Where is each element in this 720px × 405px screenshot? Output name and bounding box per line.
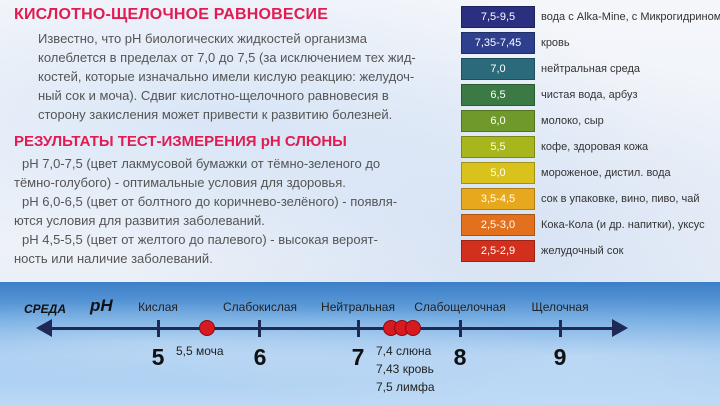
result-line: рН 6,0-6,5 (цвет от болтного до коричнев… bbox=[22, 194, 398, 209]
intro-line: сторону закисления может привести к разв… bbox=[38, 107, 393, 122]
ph-cell: 2,5-2,9 bbox=[461, 240, 535, 262]
category-weak-alkaline: Слабощелочная bbox=[414, 300, 506, 314]
result-line: рН 7,0-7,5 (цвет лакмусовой бумажки от т… bbox=[22, 156, 381, 171]
ph-number-7: 7 bbox=[351, 344, 365, 370]
intro-line: Известно, что рН биологических жидкостей… bbox=[38, 31, 367, 46]
intro-line: колеблется в пределах от 7,0 до 7,5 (за … bbox=[38, 50, 416, 65]
ph-row: 7,5-9,5 вода с Alka-Mine, с Микрогидрино… bbox=[461, 6, 720, 28]
category-neutral: Нейтральная bbox=[321, 300, 395, 314]
ph-desc: молоко, сыр bbox=[541, 115, 604, 127]
category-acidic: Кислая bbox=[138, 300, 178, 314]
category-alkaline: Щелочная bbox=[531, 300, 589, 314]
tick-8 bbox=[459, 320, 462, 337]
tick-6 bbox=[258, 320, 261, 337]
ph-number-8: 8 bbox=[453, 344, 467, 370]
ph-cell: 7,5-9,5 bbox=[461, 6, 535, 28]
ph-desc: Кока-Кола (и др. напитки), уксус bbox=[541, 219, 705, 231]
tick-5 bbox=[157, 320, 160, 337]
ph-desc: мороженое, дистил. вода bbox=[541, 167, 671, 179]
ph-cell: 7,35-7,45 bbox=[461, 32, 535, 54]
ph-number-9: 9 bbox=[553, 344, 567, 370]
lymph-marker-icon bbox=[405, 320, 421, 336]
ph-row: 5,0 мороженое, дистил. вода bbox=[461, 162, 720, 184]
saliva-label: 7,4 слюна bbox=[376, 344, 432, 358]
axis-arrow-right-icon bbox=[612, 319, 628, 337]
ph-desc: нейтральная среда bbox=[541, 63, 640, 75]
ph-row: 6,0 молоко, сыр bbox=[461, 110, 720, 132]
ph-desc: кофе, здоровая кожа bbox=[541, 141, 649, 153]
ph-row: 2,5-3,0 Кока-Кола (и др. напитки), уксус bbox=[461, 214, 720, 236]
ph-number-5: 5 bbox=[151, 344, 165, 370]
intro-line: костей, которые изначально имели кислую … bbox=[38, 69, 415, 84]
result-line: ность или наличие заболеваний. bbox=[14, 251, 213, 266]
sreda-label: СРЕДА bbox=[24, 302, 67, 316]
tick-7 bbox=[357, 320, 360, 337]
result-line: рН 4,5-5,5 (цвет от желтого до палевого)… bbox=[22, 232, 378, 247]
category-weak-acidic: Слабокислая bbox=[222, 300, 298, 314]
ph-axis-line bbox=[44, 327, 614, 330]
ph-cell: 5,5 bbox=[461, 136, 535, 158]
results-text: рН 7,0-7,5 (цвет лакмусовой бумажки от т… bbox=[14, 154, 454, 268]
ph-cell: 6,5 bbox=[461, 84, 535, 106]
ph-row: 7,35-7,45 кровь bbox=[461, 32, 720, 54]
background-water bbox=[0, 282, 720, 405]
ph-cell: 5,0 bbox=[461, 162, 535, 184]
urine-marker-icon bbox=[199, 320, 215, 336]
result-line: ются условия для развития заболеваний. bbox=[14, 213, 265, 228]
ph-cell: 7,0 bbox=[461, 58, 535, 80]
ph-row: 3,5-4,5 сок в упаковке, вино, пиво, чай bbox=[461, 188, 720, 210]
ph-cell: 2,5-3,0 bbox=[461, 214, 535, 236]
title-acid-base-balance: КИСЛОТНО-ЩЕЛОЧНОЕ РАВНОВЕСИЕ bbox=[14, 6, 329, 23]
ph-row: 6,5 чистая вода, арбуз bbox=[461, 84, 720, 106]
background-wave bbox=[0, 0, 720, 290]
urine-label: 5,5 моча bbox=[176, 344, 224, 358]
ph-row: 7,0 нейтральная среда bbox=[461, 58, 720, 80]
ph-desc: сок в упаковке, вино, пиво, чай bbox=[541, 193, 700, 205]
lymph-label: 7,5 лимфа bbox=[376, 380, 435, 394]
ph-desc: желудочный сок bbox=[541, 245, 624, 257]
intro-text: Известно, что рН биологических жидкостей… bbox=[14, 29, 454, 124]
intro-line: ный сок и моча). Сдвиг кислотно-щелочног… bbox=[38, 88, 389, 103]
ph-desc: вода с Alka-Mine, с Микрогидрином bbox=[541, 11, 720, 23]
ph-axis-label: рН bbox=[90, 296, 113, 315]
ph-desc: кровь bbox=[541, 37, 570, 49]
title-results: РЕЗУЛЬТАТЫ ТЕСТ-ИЗМЕРЕНИЯ рН СЛЮНЫ bbox=[14, 133, 347, 150]
result-line: тёмно-голубого) - оптимальные условия дл… bbox=[14, 175, 346, 190]
ph-cell: 6,0 bbox=[461, 110, 535, 132]
ph-row: 5,5 кофе, здоровая кожа bbox=[461, 136, 720, 158]
tick-9 bbox=[559, 320, 562, 337]
blood-label: 7,43 кровь bbox=[376, 362, 434, 376]
ph-scale: СРЕДА рН Кислая Слабокислая Нейтральная … bbox=[0, 282, 720, 405]
ph-desc: чистая вода, арбуз bbox=[541, 89, 638, 101]
ph-cell: 3,5-4,5 bbox=[461, 188, 535, 210]
ph-row: 2,5-2,9 желудочный сок bbox=[461, 240, 720, 262]
ph-number-6: 6 bbox=[253, 344, 267, 370]
